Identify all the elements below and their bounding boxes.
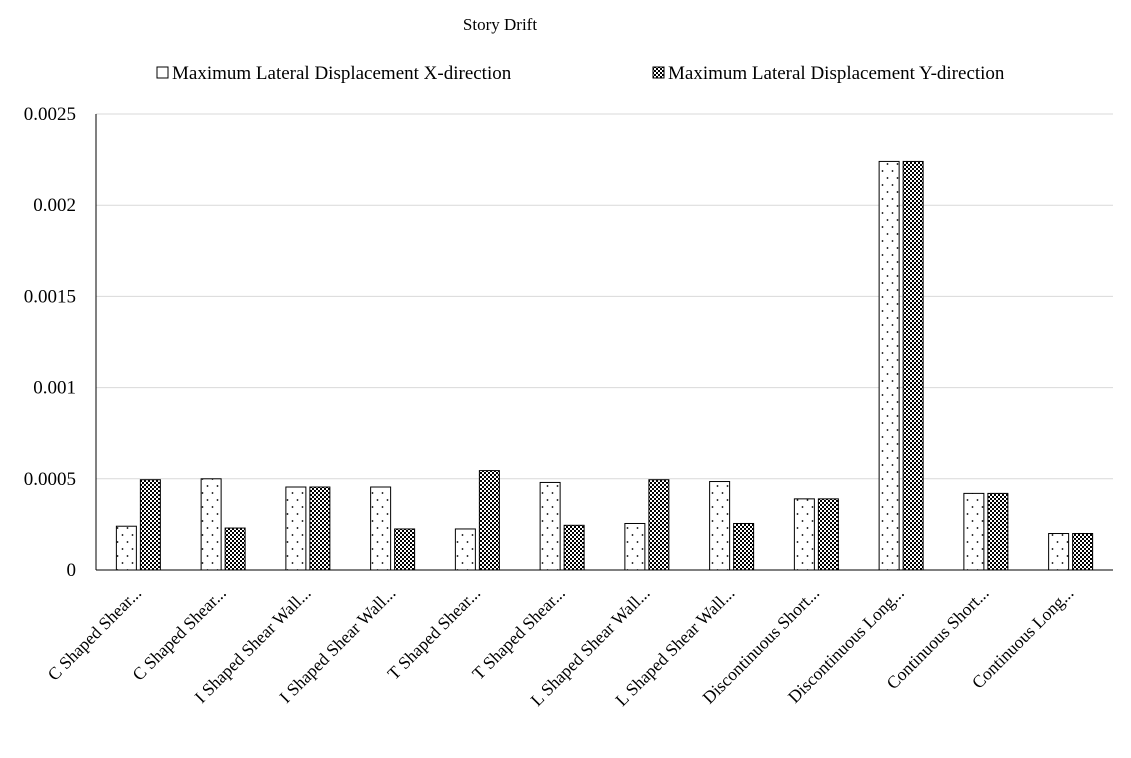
- bar-y-direction: [224, 527, 246, 571]
- bar-x-direction: [200, 478, 222, 571]
- bar-x-direction: [285, 486, 307, 571]
- bar-x-direction: [454, 528, 476, 571]
- y-tick-label: 0.001: [33, 378, 76, 399]
- bar-y-direction: [733, 522, 755, 571]
- legend-item-y-direction: Maximum Lateral Displacement Y-direction: [652, 63, 1005, 84]
- y-axis-ticks: 0 0.0005 0.001 0.0015 0.002 0.0025: [24, 104, 76, 581]
- chart-legend: Maximum Lateral Displacement X-direction…: [156, 63, 1005, 84]
- chart-title: Story Drift: [463, 15, 537, 34]
- bar-x-direction: [963, 492, 985, 571]
- legend-item-x-direction: Maximum Lateral Displacement X-direction: [156, 63, 512, 84]
- bar-y-direction: [309, 486, 331, 571]
- gridlines: [96, 113, 1113, 480]
- y-tick-label: 0.0025: [24, 104, 76, 125]
- y-tick-label: 0: [67, 560, 77, 581]
- legend-label-x-direction: Maximum Lateral Displacement X-direction: [172, 63, 512, 84]
- x-axis-labels: C Shaped Shear...C Shaped Shear...I Shap…: [43, 583, 1077, 710]
- legend-swatch-x-direction: [156, 66, 169, 79]
- bar-y-direction: [817, 498, 839, 571]
- bars: [115, 160, 1094, 571]
- bar-x-direction: [878, 160, 900, 571]
- bar-x-direction: [115, 525, 137, 571]
- bar-x-direction: [624, 522, 646, 571]
- bar-x-direction: [709, 481, 731, 571]
- bar-y-direction: [1072, 533, 1094, 571]
- bar-y-direction: [139, 479, 161, 571]
- bar-y-direction: [394, 528, 416, 571]
- bar-x-direction: [370, 486, 392, 571]
- y-tick-label: 0.002: [33, 195, 76, 216]
- bar-y-direction: [648, 479, 670, 571]
- bar-y-direction: [478, 470, 500, 571]
- bar-y-direction: [987, 492, 1009, 571]
- y-tick-label: 0.0015: [24, 286, 76, 307]
- y-tick-label: 0.0005: [24, 469, 76, 490]
- bar-y-direction: [563, 524, 585, 571]
- bar-x-direction: [539, 481, 561, 571]
- legend-swatch-y-direction: [652, 66, 665, 79]
- bar-x-direction: [1048, 533, 1070, 571]
- bar-y-direction: [902, 160, 924, 571]
- bar-x-direction: [793, 498, 815, 571]
- legend-label-y-direction: Maximum Lateral Displacement Y-direction: [668, 63, 1005, 84]
